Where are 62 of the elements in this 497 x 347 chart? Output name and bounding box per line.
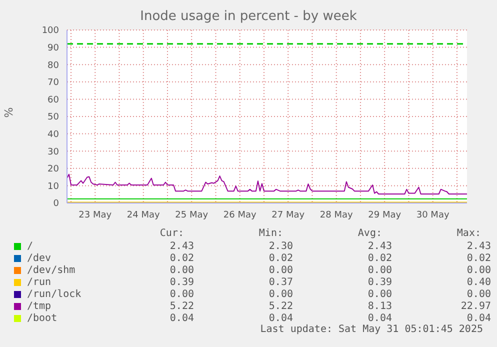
text: 8.13 [366, 300, 392, 312]
text: 0.39 [168, 276, 194, 288]
y-tick-label: 20 [48, 164, 60, 175]
text: Avg: [356, 228, 382, 240]
chart-title: Inode usage in percent - by week [139, 9, 358, 24]
y-tick-label: 100 [42, 26, 60, 36]
text: 0.00 [268, 264, 293, 276]
y-tick-label: 30 [48, 147, 60, 158]
text: 0.00 [466, 288, 491, 300]
text: 2.30 [268, 240, 293, 252]
text: Min: [258, 228, 283, 240]
y-tick-label: 90 [48, 43, 60, 54]
x-tick-label: 30 May [416, 210, 450, 220]
text: 5.22 [268, 300, 293, 312]
y-tick-label: 70 [48, 78, 60, 88]
text: 0.02 [268, 252, 293, 264]
legend-label: /dev [27, 252, 52, 264]
text: 0.04 [466, 312, 491, 324]
x-tick-label: 23 May [78, 210, 112, 220]
text: 0.37 [268, 276, 293, 288]
text: 0.40 [466, 276, 491, 288]
x-tick-label: 24 May [126, 210, 161, 220]
text: 0.02 [168, 252, 194, 264]
text: 0.04 [268, 312, 293, 324]
legend-label: /dev/shm [27, 264, 76, 276]
legend-label: /boot [27, 312, 58, 324]
text: 2.43 [466, 240, 491, 252]
x-tick-label: 26 May [223, 210, 257, 220]
text: 2.43 [366, 240, 392, 252]
text: 0.00 [168, 288, 194, 300]
text: 0.00 [366, 264, 392, 276]
text: 0.04 [366, 312, 392, 324]
legend-label: / [27, 240, 34, 252]
x-tick-label: 29 May [368, 210, 402, 220]
legend-label: /tmp [27, 300, 52, 312]
text: 2.43 [168, 240, 194, 252]
x-tick-label: 25 May [175, 210, 209, 220]
text: 0.02 [466, 252, 491, 264]
text: 0.39 [366, 276, 392, 288]
y-tick-label: 10 [48, 182, 60, 192]
text: 0.00 [366, 288, 392, 300]
legend-label: /run [27, 276, 52, 288]
text: 0.00 [168, 264, 194, 276]
line-series [67, 174, 467, 195]
y-tick-label: 50 [48, 112, 60, 123]
text: 0.02 [366, 252, 392, 264]
text: Max: [456, 228, 481, 240]
x-tick-label: 27 May [272, 210, 306, 220]
text: Last update: Sat May 31 05:01:45 2025 [259, 324, 483, 336]
y-tick-label: 80 [48, 60, 60, 71]
y-axis-title: % [2, 107, 16, 118]
text: 22.97 [460, 300, 491, 312]
text: 0.00 [466, 264, 491, 276]
y-tick-label: 60 [48, 95, 60, 106]
text: 0.04 [168, 312, 194, 324]
legend-label: /run/lock [27, 288, 82, 300]
text: 0.00 [268, 288, 293, 300]
text: 5.22 [168, 300, 194, 312]
text: Cur: [158, 228, 184, 240]
y-tick-label: 40 [48, 130, 60, 140]
y-tick-label: 0 [53, 199, 60, 210]
x-tick-label: 28 May [320, 210, 354, 220]
